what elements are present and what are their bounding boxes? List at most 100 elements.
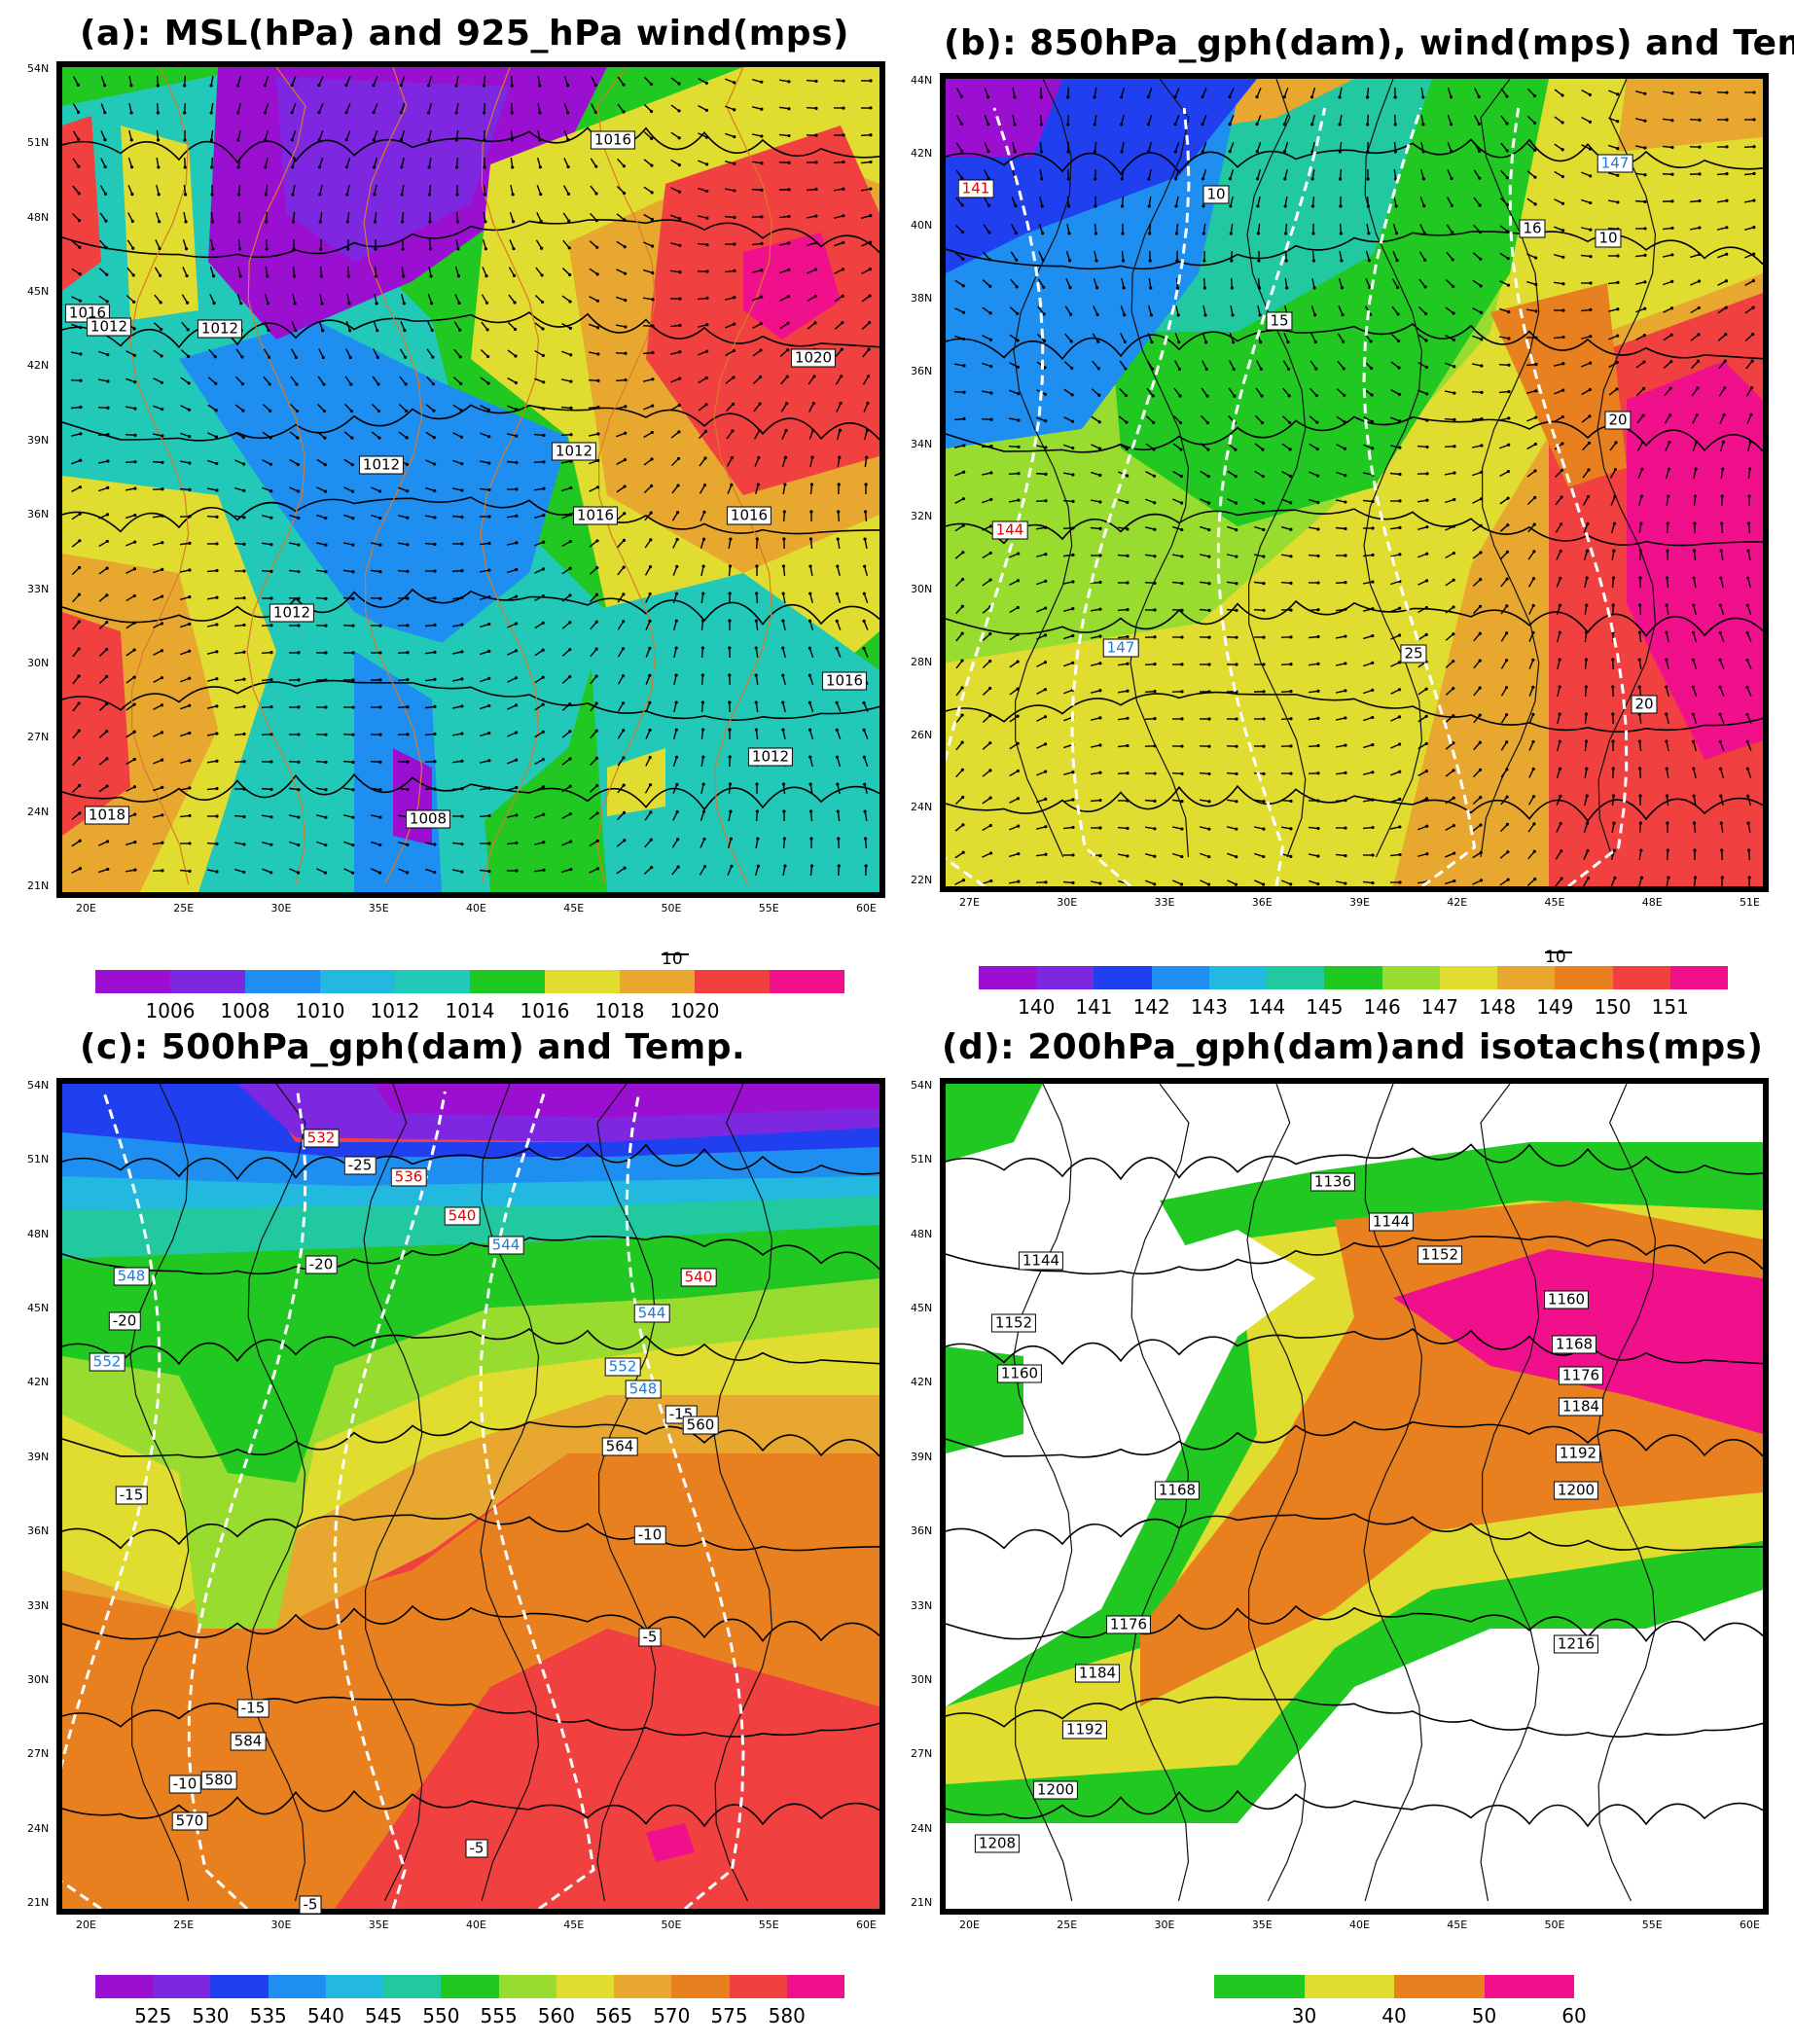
lon-tick-d-6: 50E — [1544, 1918, 1565, 1931]
contour-label-b-5: 15 — [1266, 311, 1293, 331]
lat-tick-a-8: 30N — [27, 656, 50, 669]
contour-label-d-6: 1160 — [996, 1364, 1043, 1383]
contour-label-a-7: 1016 — [726, 506, 772, 525]
contour-label-c-22: 580 — [200, 1771, 237, 1790]
colorbar-swatch-b-9 — [1497, 966, 1556, 989]
contour-label-b-0: 141 — [957, 179, 994, 198]
contour-line-c-3 — [62, 1420, 879, 1458]
colorbar-swatch-a-6 — [545, 970, 620, 993]
colorbar-swatch-c-11 — [729, 1975, 787, 1998]
lat-tick-d-3: 45N — [911, 1302, 933, 1315]
lon-tick-b-3: 36E — [1251, 896, 1273, 909]
contour-label-a-0: 1018 — [84, 806, 130, 825]
shaded-region-c-1 — [62, 1453, 879, 1909]
contour-label-a-9: 1012 — [269, 603, 315, 623]
contour-line-c-1 — [62, 1236, 879, 1275]
colorbar-label-c-2: 535 — [249, 2004, 287, 2027]
colorbar-swatch-a-1 — [170, 970, 245, 993]
colorbar-label-b-10: 150 — [1594, 995, 1632, 1019]
lat-tick-c-5: 39N — [27, 1450, 50, 1463]
colorbar-label-b-3: 143 — [1190, 995, 1229, 1019]
boundary-line-a-3 — [480, 67, 540, 885]
panel-b-field — [946, 79, 1763, 886]
lat-tick-a-0: 54N — [27, 62, 50, 75]
colorbar-swatch-b-10 — [1555, 966, 1613, 989]
contour-label-d-1: 1144 — [1368, 1212, 1415, 1232]
lat-tick-c-6: 36N — [27, 1524, 50, 1538]
colorbar-label-a-0: 1006 — [145, 999, 196, 1022]
colorbar-swatch-b-11 — [1612, 966, 1670, 989]
lon-tick-c-4: 40E — [466, 1918, 486, 1931]
colorbar-label-b-2: 142 — [1132, 995, 1170, 1019]
lat-tick-d-5: 39N — [911, 1450, 933, 1463]
lat-tick-b-0: 44N — [911, 74, 933, 87]
colorbar-swatch-a-9 — [770, 970, 844, 993]
contour-label-a-4: 1020 — [790, 348, 837, 368]
colorbar-swatch-a-7 — [620, 970, 695, 993]
panel-b-colorbar — [979, 966, 1729, 989]
contour-line-a-1 — [62, 219, 879, 259]
colorbar-label-b-7: 147 — [1420, 995, 1458, 1019]
contour-label-d-7: 1168 — [1551, 1335, 1597, 1354]
lon-tick-c-5: 45E — [563, 1918, 585, 1931]
contour-label-c-1: -25 — [343, 1156, 377, 1175]
temperature-contour-c-4 — [625, 1091, 745, 1909]
colorbar-label-d-2: 50 — [1471, 2004, 1497, 2027]
contour-line-d-6 — [946, 1696, 1763, 1738]
contour-line-d-7 — [946, 1789, 1763, 1828]
lat-tick-d-2: 48N — [911, 1227, 933, 1240]
colorbar-swatch-a-3 — [320, 970, 395, 993]
colorbar-label-a-1: 1008 — [220, 999, 270, 1022]
lat-tick-c-0: 54N — [27, 1079, 50, 1092]
contour-label-d-14: 1184 — [1074, 1664, 1121, 1683]
lon-tick-d-1: 25E — [1057, 1918, 1078, 1931]
lat-tick-b-8: 28N — [911, 655, 933, 668]
panel-d-map — [940, 1078, 1769, 1915]
colorbar-swatch-b-2 — [1094, 966, 1152, 989]
contour-label-b-6: 144 — [991, 520, 1028, 540]
lon-tick-a-2: 30E — [270, 902, 292, 914]
lat-tick-b-11: 22N — [911, 874, 933, 886]
colorbar-swatch-b-6 — [1324, 966, 1382, 989]
lon-tick-d-3: 35E — [1251, 1918, 1273, 1931]
boundary-line-d-2 — [1246, 1084, 1307, 1902]
colorbar-swatch-a-0 — [95, 970, 170, 993]
panel-a-colorbar — [95, 970, 844, 993]
temperature-contour-b-4 — [1508, 107, 1629, 886]
contour-line-a-2 — [62, 311, 879, 349]
boundary-line-d-5 — [1597, 1084, 1657, 1902]
contour-label-d-8: 1176 — [1558, 1366, 1604, 1385]
colorbar-swatch-c-3 — [268, 1975, 326, 1998]
contour-line-c-5 — [62, 1604, 879, 1643]
shaded-region-a-11 — [62, 612, 130, 836]
colorbar-swatch-b-3 — [1151, 966, 1209, 989]
colorbar-swatch-c-5 — [383, 1975, 442, 1998]
lat-tick-a-10: 24N — [27, 805, 50, 818]
lon-tick-a-3: 35E — [368, 902, 389, 914]
lat-tick-a-9: 27N — [27, 731, 50, 744]
lat-tick-d-7: 33N — [911, 1598, 933, 1612]
shaded-region-b-3 — [1101, 79, 1549, 526]
boundary-line-c-3 — [480, 1084, 540, 1902]
lat-tick-c-11: 21N — [27, 1896, 50, 1909]
lat-tick-b-10: 24N — [911, 801, 933, 814]
contour-line-c-6 — [62, 1696, 879, 1738]
contour-label-d-13: 1176 — [1105, 1615, 1152, 1634]
lat-tick-b-6: 32N — [911, 510, 933, 523]
colorbar-swatch-d-2 — [1394, 1975, 1485, 1998]
lat-tick-a-6: 36N — [27, 508, 50, 521]
lat-tick-a-11: 21N — [27, 879, 50, 892]
contour-label-b-4: 10 — [1595, 229, 1622, 248]
lat-tick-d-0: 54N — [911, 1079, 933, 1092]
lon-tick-c-7: 55E — [758, 1918, 779, 1931]
boundary-line-c-5 — [713, 1084, 773, 1902]
contour-label-c-23: 570 — [171, 1811, 208, 1831]
lat-tick-a-7: 33N — [27, 582, 50, 595]
colorbar-label-c-6: 555 — [480, 2004, 518, 2027]
contour-label-a-5: 1012 — [358, 455, 405, 475]
colorbar-label-c-5: 550 — [422, 2004, 460, 2027]
lat-tick-a-3: 45N — [27, 285, 50, 299]
contour-label-b-1: 10 — [1202, 185, 1230, 204]
contour-line-c-4 — [62, 1513, 879, 1552]
panel-a-vector-ref: 10 — [662, 948, 689, 969]
